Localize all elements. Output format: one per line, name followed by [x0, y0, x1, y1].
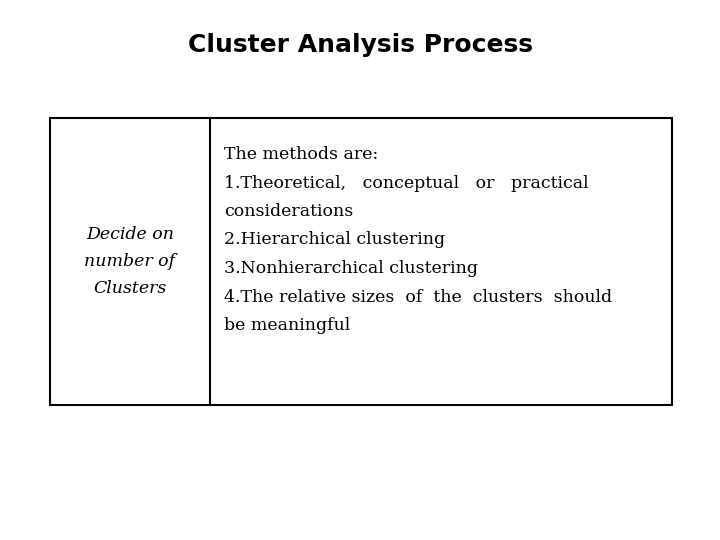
Text: 1.Theoretical,   conceptual   or   practical: 1.Theoretical, conceptual or practical [224, 174, 589, 192]
Text: be meaningful: be meaningful [224, 317, 350, 334]
Text: 3.Nonhierarchical clustering: 3.Nonhierarchical clustering [224, 260, 478, 277]
Text: considerations: considerations [224, 203, 354, 220]
Text: The methods are:: The methods are: [224, 146, 378, 163]
Text: Decide on
number of
Clusters: Decide on number of Clusters [84, 226, 176, 298]
Bar [50, 118, 672, 405]
Text: 2.Hierarchical clustering: 2.Hierarchical clustering [224, 232, 445, 248]
Text: Cluster Analysis Process: Cluster Analysis Process [187, 33, 533, 57]
Text: 4.The relative sizes  of  the  clusters  should: 4.The relative sizes of the clusters sho… [224, 288, 612, 306]
